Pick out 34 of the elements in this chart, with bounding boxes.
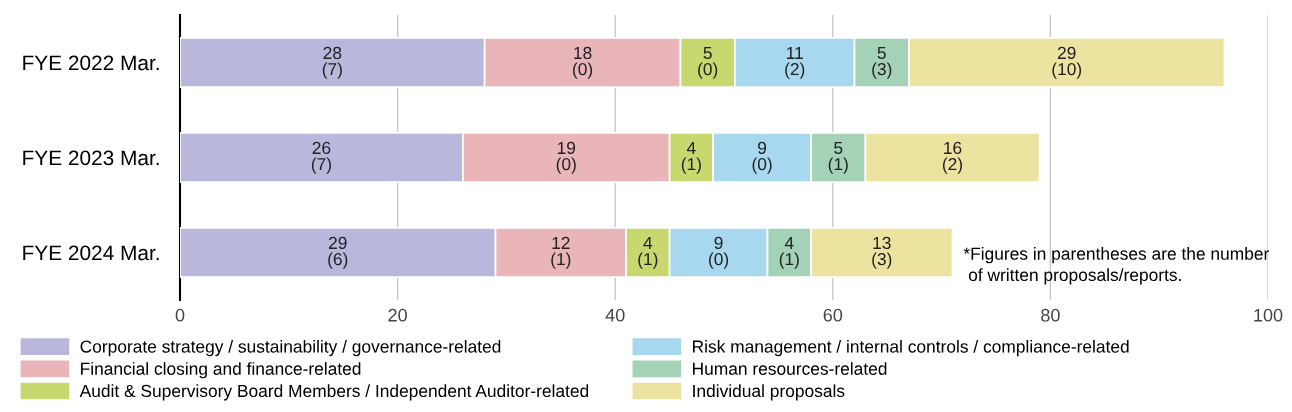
data-label: 13 (3) xyxy=(872,236,892,269)
x-tick-label: 20 xyxy=(388,308,407,322)
data-label: 29 (6) xyxy=(328,236,348,269)
legend-label: Corporate strategy / sustainability / governance-related xyxy=(80,339,501,357)
data-label: 11 (2) xyxy=(785,46,805,79)
legend-label: Audit & Supervisory Board Members / Independent Auditor-related xyxy=(79,384,589,401)
data-label: 26 (7) xyxy=(311,141,331,174)
data-label: 5 (1) xyxy=(828,141,848,174)
legend-label: Financial closing and finance-related xyxy=(81,362,361,379)
legend-label: Risk management / internal controls / compliance-related xyxy=(693,339,1129,357)
legend-label: Individual proposals xyxy=(693,384,845,401)
x-tick-label: 80 xyxy=(1041,308,1060,322)
data-label: 29 (10) xyxy=(1052,46,1082,79)
data-label: 4 (1) xyxy=(779,236,799,269)
data-label: 9 (0) xyxy=(752,141,772,174)
legend-label: Human resources-related xyxy=(693,362,887,375)
data-label: 9 (0) xyxy=(709,236,729,269)
x-tick-label: 100 xyxy=(1254,308,1283,322)
data-label: 4 (1) xyxy=(638,236,658,269)
data-label: 4 (1) xyxy=(681,141,701,174)
x-tick-label: 40 xyxy=(605,308,625,322)
annotation: *Figures in parentheses are the number of written proposals/reports. xyxy=(963,247,1269,285)
data-label: 12 (1) xyxy=(551,236,571,269)
data-label: 19 (0) xyxy=(556,141,576,174)
data-label: 18 (0) xyxy=(573,46,593,79)
y-tick-label: FYE 2023 Mar. xyxy=(23,150,159,166)
y-tick-label: FYE 2024 Mar. xyxy=(23,245,159,261)
data-label: 16 (2) xyxy=(942,141,963,174)
x-tick-label: 0 xyxy=(175,308,185,322)
data-label: 5 (3) xyxy=(872,46,892,79)
x-tick-label: 60 xyxy=(823,308,843,322)
data-label: 28 (7) xyxy=(322,46,342,79)
data-label: 5 (0) xyxy=(698,46,718,79)
y-tick-label: FYE 2022 Mar. xyxy=(23,55,159,71)
